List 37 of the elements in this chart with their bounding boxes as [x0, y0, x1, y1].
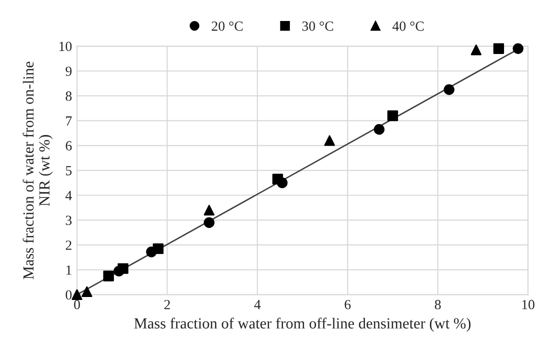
point	[512, 43, 524, 54]
point	[374, 124, 385, 135]
y-tick-label: 1	[66, 265, 72, 275]
point	[276, 177, 288, 188]
legend-label: 40 °C	[392, 21, 424, 31]
point	[204, 204, 214, 216]
x-tick-label: 8	[434, 300, 441, 310]
legend-label: 30 °C	[302, 21, 334, 31]
point	[444, 84, 454, 95]
point	[114, 266, 124, 276]
y-tick-label: 6	[66, 141, 72, 151]
y-tick-label: 9	[66, 66, 72, 76]
y-tick-label: 5	[66, 166, 72, 176]
point	[82, 286, 92, 298]
y-tick-label: 2	[66, 240, 72, 250]
legend-label: 20 °C	[212, 21, 243, 31]
point	[387, 110, 398, 122]
y-tick-label: 8	[66, 91, 72, 101]
y-tick-label: 7	[66, 116, 72, 126]
y-axis-title: Mass fraction of water from on-line NIR (wt %)	[22, 62, 53, 280]
x-axis-title: Mass fraction of water from off-line densimeter (wt %)	[134, 318, 471, 332]
y-tick-label: 10	[59, 42, 72, 52]
point	[324, 135, 335, 146]
x-tick-label: 0	[74, 300, 80, 310]
point	[103, 270, 114, 282]
x-tick-label: 10	[522, 300, 534, 310]
point	[470, 44, 482, 56]
y-tick-label: 0	[66, 290, 72, 300]
y-tick-label: 4	[65, 190, 72, 200]
point	[72, 289, 82, 300]
x-tick-label: 6	[344, 300, 351, 310]
x-tick-label: 4	[254, 300, 261, 310]
point	[493, 43, 504, 54]
point	[204, 217, 214, 228]
point	[146, 246, 157, 258]
x-tick-label: 2	[164, 300, 170, 310]
y-tick-label: 3	[66, 216, 72, 226]
